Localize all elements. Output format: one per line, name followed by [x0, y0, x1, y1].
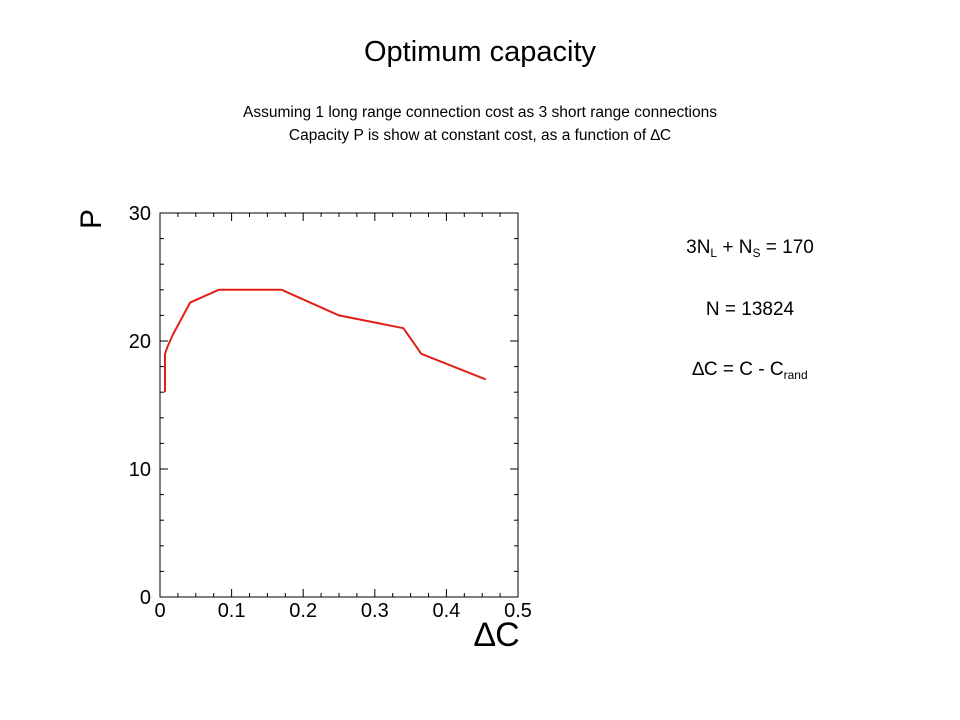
capacity-series-line: [164, 288, 487, 393]
delta-c-definition: ∆C = C - Crand: [600, 358, 900, 382]
x-tick-label: 0.3: [361, 600, 389, 622]
eq1-sub-b: S: [752, 246, 761, 260]
x-tick-label: 0.1: [218, 600, 246, 622]
y-tick-label: 0: [140, 587, 151, 609]
chart-subtitle-line-1: Assuming 1 long range connection cost as…: [243, 104, 717, 121]
x-tick-label: 0.2: [289, 600, 317, 622]
x-axis-label: ∆C: [474, 616, 519, 654]
eq1-term-a: 3N: [686, 237, 711, 258]
eq1-term-c: = 170: [760, 237, 814, 258]
eq3-term-a: ∆C = C - C: [692, 359, 784, 380]
eq1-sub-a: L: [710, 246, 718, 260]
chart-subtitle-line-2: Capacity P is show at constant cost, as …: [288, 127, 672, 144]
y-axis-label: P: [75, 209, 108, 229]
chart-ticks: [159, 212, 519, 598]
y-tick-label: 30: [129, 203, 151, 225]
network-size-label: N = 13824: [705, 299, 795, 320]
eq1-term-b: + N: [717, 237, 753, 258]
chart-series: [164, 288, 487, 393]
y-tick-label: 10: [129, 459, 151, 481]
constraint-equation: 3NL + NS = 170: [600, 236, 900, 260]
x-tick-label: 0.5: [504, 600, 532, 622]
eq3-sub-a: rand: [783, 368, 808, 382]
y-tick-label: 20: [129, 331, 151, 353]
chart-title: Optimum capacity: [363, 36, 597, 68]
x-tick-label: 0: [154, 600, 165, 622]
chart-axes: [159, 212, 519, 598]
chart-tick-labels: 0 0.1 0.2 0.3 0.4 0.5 0 10 20 30: [129, 203, 532, 622]
x-tick-label: 0.4: [432, 600, 460, 622]
plot-frame: [159, 212, 519, 598]
